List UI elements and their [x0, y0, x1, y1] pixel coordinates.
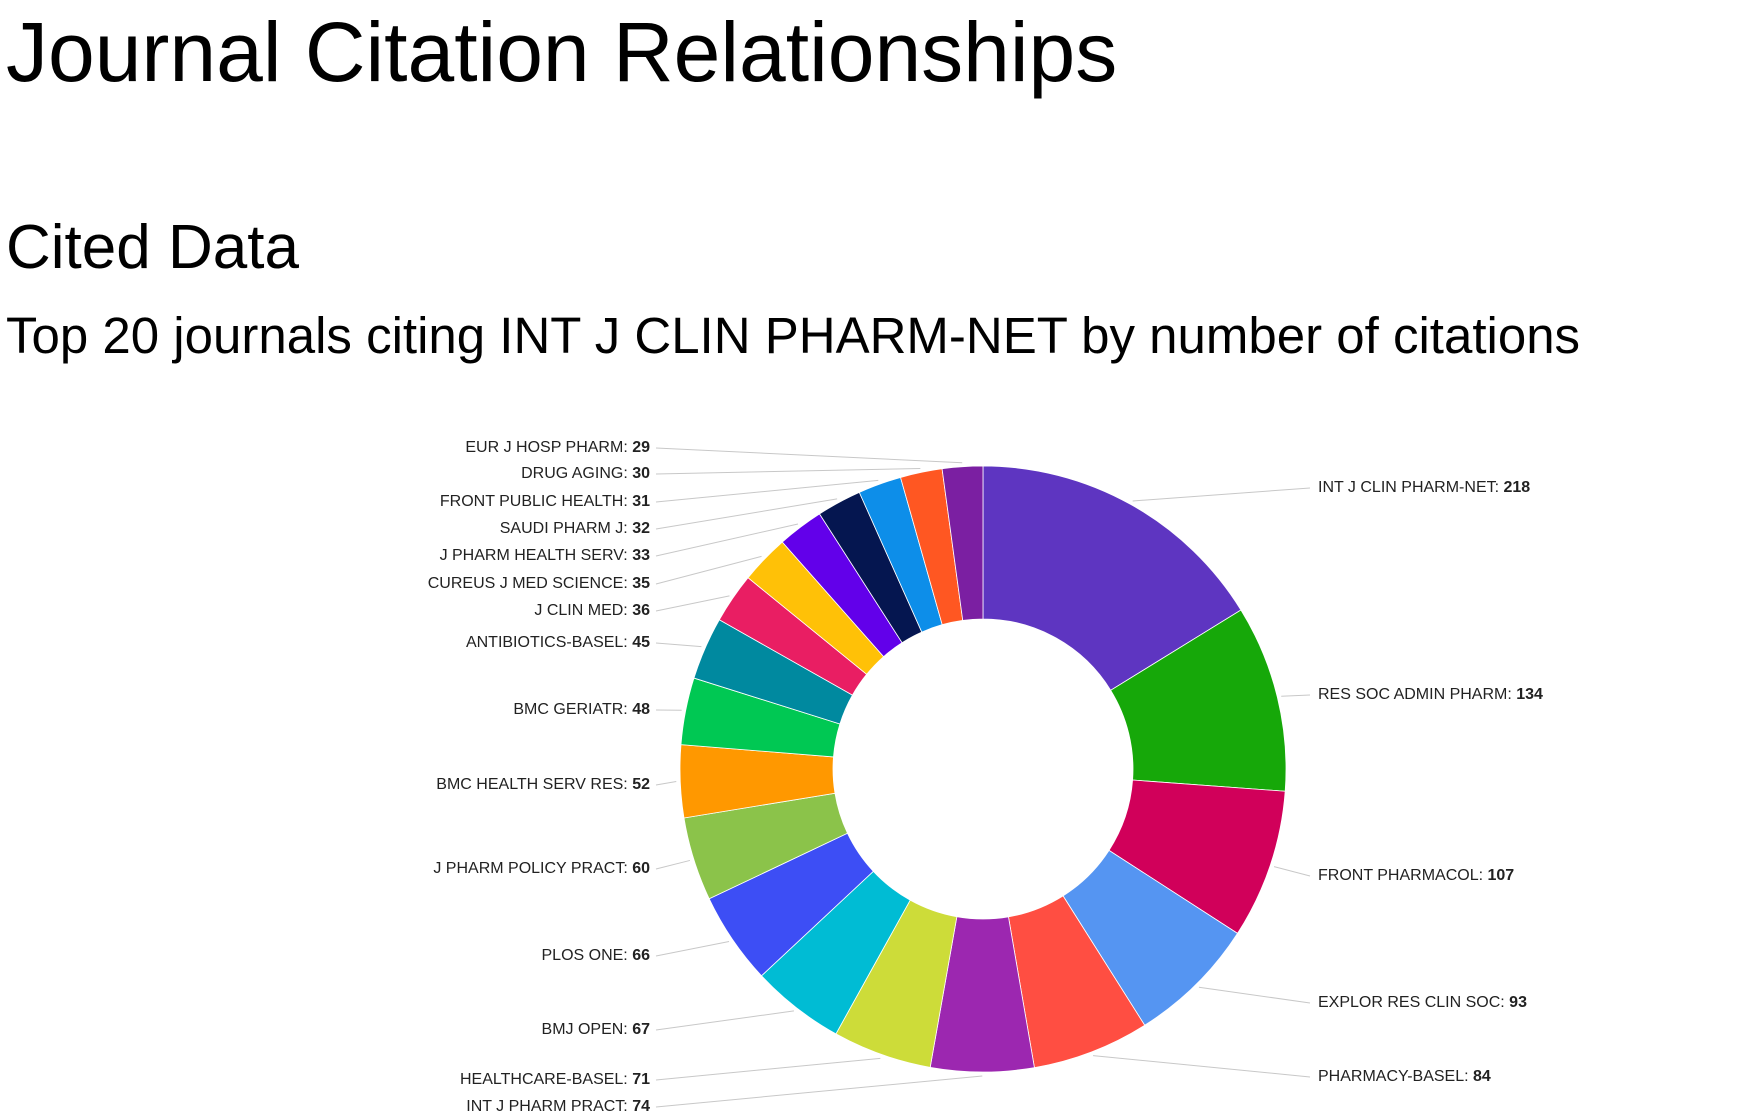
- chart-leader-lines: [655, 447, 1311, 1108]
- leader-line: [1093, 1055, 1311, 1078]
- slice-int-j-clin-pharm-net[interactable]: [982, 465, 1242, 691]
- leader-line: [655, 467, 921, 475]
- leader-line: [655, 1010, 795, 1031]
- section-title: Cited Data: [6, 213, 299, 282]
- leader-line: [655, 1057, 881, 1081]
- page-title: Journal Citation Relationships: [6, 5, 1118, 99]
- label-bmc-geriatr: BMC GERIATR: 48: [513, 701, 650, 718]
- label-plos-one: PLOS ONE: 66: [542, 947, 651, 964]
- leader-line: [655, 859, 691, 870]
- leader-line: [655, 555, 762, 585]
- leader-line: [655, 941, 730, 957]
- leader-line: [655, 1075, 983, 1108]
- label-cureus-j-med-science: CUREUS J MED SCIENCE: 35: [428, 575, 650, 592]
- chart-labels: INT J CLIN PHARM-NET: 218 RES SOC ADMIN P…: [428, 439, 1543, 1115]
- label-saudi-pharm-j: SAUDI PHARM J: 32: [500, 520, 650, 537]
- label-bmj-open: BMJ OPEN: 67: [542, 1021, 651, 1038]
- leader-line: [655, 781, 677, 786]
- chart-slices: [679, 465, 1287, 1073]
- slice-eur-j-hosp-pharm[interactable]: [941, 465, 984, 621]
- label-pharmacy-basel: PHARMACY-BASEL: 84: [1318, 1068, 1491, 1085]
- label-res-soc-admin-pharm: RES SOC ADMIN PHARM: 134: [1318, 686, 1543, 703]
- label-healthcare-basel: HEALTHCARE-BASEL: 71: [460, 1071, 650, 1088]
- leader-line: [655, 479, 879, 503]
- leader-line: [1273, 866, 1311, 877]
- label-front-pharmacol: FRONT PHARMACOL: 107: [1318, 867, 1514, 884]
- label-front-public-health: FRONT PUBLIC HEALTH: 31: [440, 493, 650, 510]
- leader-line: [655, 498, 838, 530]
- leader-line: [1198, 986, 1311, 1004]
- label-j-pharm-health-serv: J PHARM HEALTH SERV: 33: [440, 547, 651, 564]
- chart-subtitle: Top 20 journals citing INT J CLIN PHARM-…: [6, 307, 1581, 364]
- label-int-j-pharm-pract: INT J PHARM PRACT: 74: [466, 1098, 650, 1115]
- label-j-clin-med: J CLIN MED: 36: [534, 602, 650, 619]
- label-explor-res-clin-soc: EXPLOR RES CLIN SOC: 93: [1318, 994, 1527, 1011]
- leader-line: [655, 642, 702, 648]
- leader-line: [655, 447, 963, 464]
- label-drug-aging: DRUG AGING: 30: [521, 465, 650, 482]
- leader-line: [655, 523, 799, 557]
- leader-line: [655, 595, 730, 612]
- leader-line: [1281, 694, 1311, 697]
- label-antibiotics-basel: ANTIBIOTICS-BASEL: 45: [466, 634, 650, 651]
- label-bmc-health-serv-res: BMC HEALTH SERV RES: 52: [436, 776, 650, 793]
- leader-line: [1132, 487, 1311, 502]
- label-j-pharm-policy-pract: J PHARM POLICY PRACT: 60: [433, 860, 650, 877]
- label-int-j-clin-pharm-net: INT J CLIN PHARM-NET: 218: [1318, 479, 1530, 496]
- label-eur-j-hosp-pharm: EUR J HOSP PHARM: 29: [465, 439, 650, 456]
